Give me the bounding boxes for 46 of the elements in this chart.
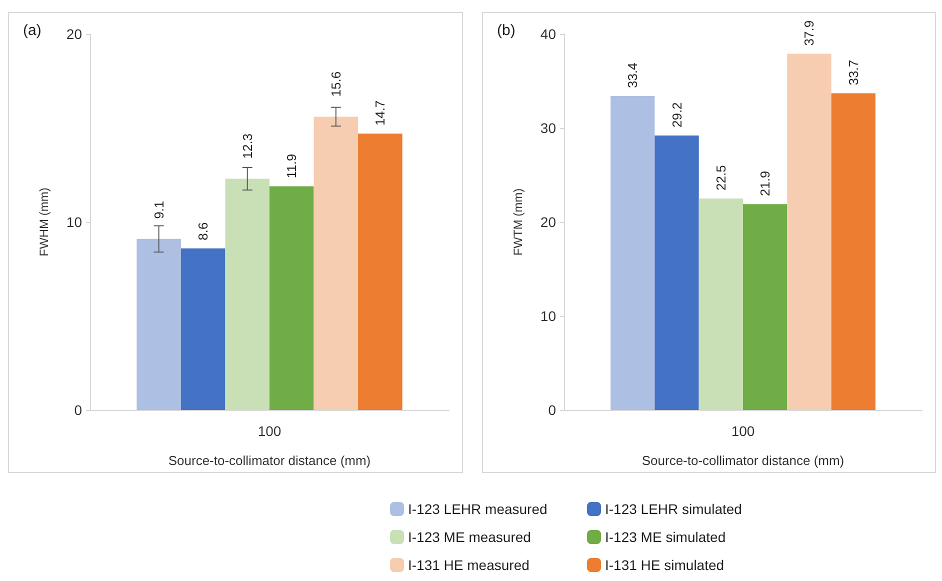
y-tick-label: 0: [548, 402, 556, 418]
y-tick-label: 20: [66, 26, 82, 42]
bar: [314, 116, 358, 410]
bar: [831, 93, 876, 410]
data-label: 37.9: [802, 20, 817, 46]
y-tick-label: 20: [540, 214, 556, 230]
legend-label: I-123 ME measured: [408, 529, 531, 545]
data-label: 33.7: [846, 60, 861, 86]
bar: [698, 198, 743, 410]
legend-label: I-131 HE simulated: [605, 557, 724, 573]
y-axis-title: FWHM (mm): [37, 188, 51, 256]
chart-title: (a): [23, 22, 42, 39]
bar: [270, 186, 314, 410]
y-tick-label: 10: [540, 308, 556, 324]
x-axis-title: Source-to-collimator distance (mm): [642, 453, 844, 468]
data-label: 12.3: [240, 133, 255, 159]
bar: [225, 178, 270, 410]
y-axis-title: FWTM (mm): [511, 188, 525, 256]
data-label: 11.9: [284, 154, 300, 178]
legend-label: I-123 LEHR measured: [408, 501, 548, 517]
chart-title: (b): [497, 22, 516, 39]
x-axis-title: Source-to-collimator distance (mm): [168, 453, 371, 468]
legend-label: I-131 HE measured: [408, 557, 530, 573]
data-label: 29.2: [669, 102, 684, 128]
y-tick-label: 10: [66, 214, 82, 230]
data-label: 9.1: [151, 200, 166, 219]
data-label: 22.5: [713, 165, 728, 190]
bar: [654, 136, 699, 410]
y-tick-label: 40: [540, 26, 556, 42]
data-label: 33.4: [625, 62, 640, 88]
data-label: 21.9: [758, 170, 773, 196]
bar: [136, 238, 181, 410]
y-tick-label: 30: [540, 120, 556, 136]
bar: [787, 54, 832, 410]
y-tick-label: 0: [74, 402, 82, 418]
bar: [358, 134, 402, 410]
x-tick-label: 100: [258, 423, 282, 439]
x-tick-label: 100: [731, 423, 755, 439]
bar: [743, 204, 788, 410]
bar: [180, 248, 226, 410]
legend-label: I-123 ME simulated: [605, 529, 726, 545]
data-label: 8.6: [196, 222, 211, 240]
data-label: 14.7: [372, 100, 388, 126]
legend-label: I-123 LEHR simulated: [605, 501, 742, 517]
bar: [610, 96, 655, 410]
data-label: 15.6: [328, 71, 344, 97]
